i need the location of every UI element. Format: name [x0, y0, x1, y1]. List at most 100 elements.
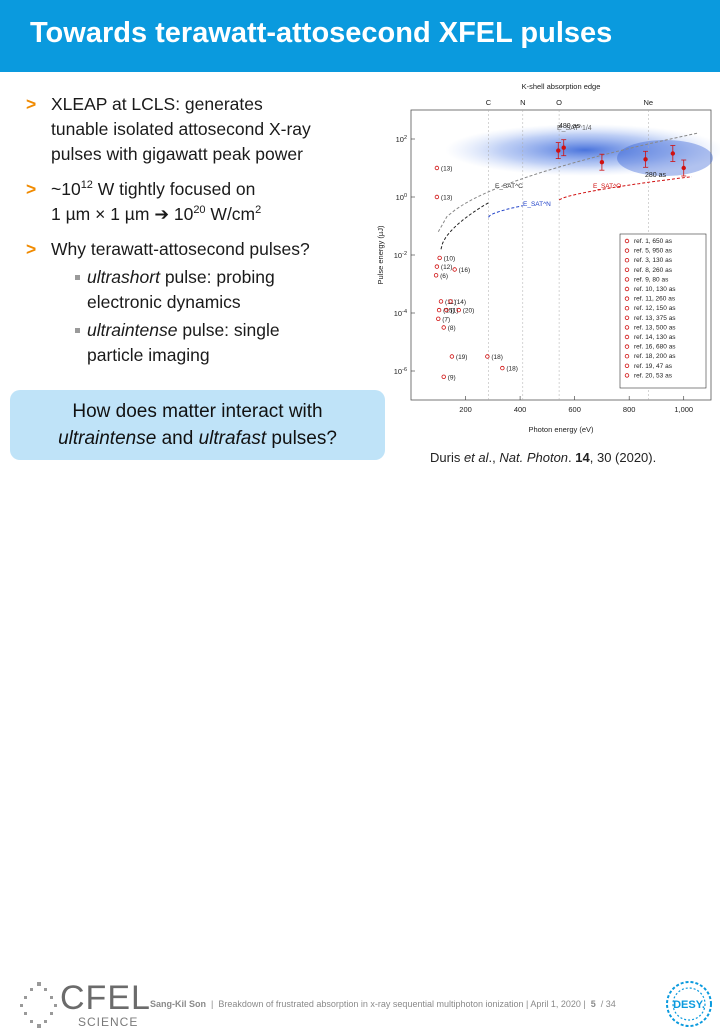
- curve-label: E_SAT^N: [523, 201, 551, 208]
- saturation-curve: [440, 202, 489, 250]
- data-point: [433, 273, 439, 278]
- bullet-line: Why terawatt-attosecond pulses?: [51, 239, 310, 259]
- edge-label: O: [556, 98, 562, 107]
- lcls-data-point: [556, 148, 561, 153]
- point-label: (10): [444, 255, 456, 262]
- y-axis-label: Pulse energy (µJ): [376, 225, 385, 284]
- x-tick-label: 400: [514, 405, 527, 414]
- bullet-marker: >: [26, 179, 37, 199]
- lcls-data-point: [681, 165, 686, 171]
- curve-label: E_SAT^O: [593, 183, 621, 190]
- legend-entry: ref. 13, 375 as: [634, 315, 676, 322]
- bullet-marker: >: [26, 94, 37, 114]
- bullet-why: > Why terawatt-attosecond pulses? ultras…: [26, 237, 376, 368]
- x-tick-label: 1,000: [674, 405, 693, 414]
- question-box: How does matter interact with ultrainten…: [10, 390, 385, 460]
- data-point: [485, 354, 490, 359]
- legend-marker: [624, 277, 630, 282]
- xfel-region: [445, 124, 720, 176]
- legend-marker: [624, 267, 630, 272]
- bullet-power: > ~1012 W tightly focused on 1 µm × 1 µm…: [26, 177, 376, 227]
- bullet-line: tunable isolated attosecond X-ray: [51, 119, 311, 139]
- point-label: (13): [441, 195, 453, 202]
- data-point: [438, 299, 444, 304]
- legend-entry: ref. 16, 680 as: [634, 344, 676, 351]
- point-label: (13): [441, 166, 453, 173]
- cfel-logo-icon: [20, 982, 57, 1028]
- legend-marker: [624, 296, 630, 301]
- data-point: [434, 264, 440, 269]
- lcls-data-point: [599, 160, 605, 165]
- legend-entry: ref. 9, 80 as: [634, 276, 669, 283]
- point-label: (7): [442, 316, 450, 323]
- desy-logo-text: DESY.: [673, 999, 705, 1011]
- data-point: [444, 307, 449, 313]
- legend-entry: ref. 3, 130 as: [634, 257, 673, 264]
- x-axis-label: Photon energy (eV): [528, 425, 594, 434]
- bullet-line: ~1012 W tightly focused on: [51, 179, 256, 199]
- duration-label: 480 as: [559, 123, 581, 130]
- legend-marker: [624, 334, 630, 340]
- subbullet-ultrashort: ultrashort pulse: probing electronic dyn…: [51, 265, 376, 315]
- legend-marker: [624, 363, 630, 368]
- legend-box: [619, 233, 707, 389]
- legend-marker: [624, 238, 630, 244]
- data-point: [437, 255, 442, 261]
- x-tick-label: 200: [459, 405, 472, 414]
- subbullet-ultraintense: ultraintense pulse: single particle imag…: [51, 318, 376, 368]
- point-label: (12): [441, 264, 453, 271]
- cfel-logo-text: CFEL: [60, 979, 151, 1017]
- point-label: (8): [448, 325, 456, 332]
- point-label: (16): [459, 267, 471, 274]
- footer: CFEL SCIENCE Sang-Kil Son | Breakdown of…: [0, 495, 720, 1029]
- point-label: (1): [450, 308, 458, 315]
- pulse-energy-chart: C N O Ne 200 400 600 800 1,000 102 100 10-2 10-4 10…: [376, 82, 720, 434]
- bullet-marker: >: [26, 239, 37, 259]
- legend-entry: ref. 12, 150 as: [634, 305, 676, 312]
- y-tick-label: 10-2: [394, 251, 407, 260]
- point-label: (20): [463, 308, 475, 315]
- square-bullet-icon: [75, 275, 80, 280]
- legend-entry: ref. 11, 260 as: [634, 296, 676, 303]
- legend-entry: ref. 14, 130 as: [634, 334, 676, 341]
- legend-entry: ref. 8, 260 as: [634, 267, 673, 274]
- bullet-line: 1 µm × 1 µm ➔ 1020 W/cm2: [51, 204, 262, 224]
- data-point: [434, 165, 440, 171]
- bullet-xleap: > XLEAP at LCLS: generates tunable isola…: [26, 92, 376, 167]
- legend-entry: ref. 18, 200 as: [634, 353, 676, 360]
- chart-figure: C N O Ne 200 400 600 800 1,000 102 100 10-2 10-4 10…: [375, 78, 720, 438]
- edge-label: Ne: [643, 98, 653, 107]
- x-tick-label: 800: [623, 405, 636, 414]
- legend-entry: ref. 19, 47 as: [634, 363, 673, 370]
- title-bar: Towards terawatt-attosecond XFEL pulses: [0, 0, 720, 72]
- point-label: (6): [440, 273, 448, 280]
- legend-marker: [624, 286, 630, 292]
- citation: Duris et al., Nat. Photon. 14, 30 (2020)…: [430, 450, 657, 465]
- legend-marker: [624, 248, 630, 253]
- y-tick-label: 100: [396, 193, 407, 202]
- legend-marker: [624, 325, 630, 330]
- point-label: (15): [443, 308, 455, 315]
- point-label: (18): [491, 354, 503, 361]
- data-point: [452, 267, 457, 272]
- lcls-data-point: [670, 151, 676, 156]
- chart-title: K-shell absorption edge: [522, 82, 601, 91]
- y-tick-label: 10-4: [394, 309, 407, 318]
- lcls-data-point: [561, 145, 566, 150]
- desy-logo-icon: DESY.: [666, 981, 712, 1027]
- data-point: [500, 365, 505, 371]
- curve-label: E_SAT^1/4: [557, 125, 592, 132]
- data-point: [434, 194, 440, 200]
- legend-entry: ref. 13, 500 as: [634, 324, 676, 331]
- data-point: [436, 316, 441, 321]
- slide-title: Towards terawatt-attosecond XFEL pulses: [30, 17, 613, 49]
- y-tick-label: 102: [396, 135, 407, 144]
- data-point: [456, 307, 461, 313]
- legend-marker: [624, 315, 630, 320]
- legend-entry: ref. 1, 650 as: [634, 238, 673, 245]
- curve-label: E_SAT^C: [495, 183, 523, 190]
- data-point: [436, 307, 442, 313]
- y-tick-label: 10-6: [394, 367, 407, 376]
- saturation-curve: [488, 205, 523, 218]
- legend-marker: [624, 373, 630, 378]
